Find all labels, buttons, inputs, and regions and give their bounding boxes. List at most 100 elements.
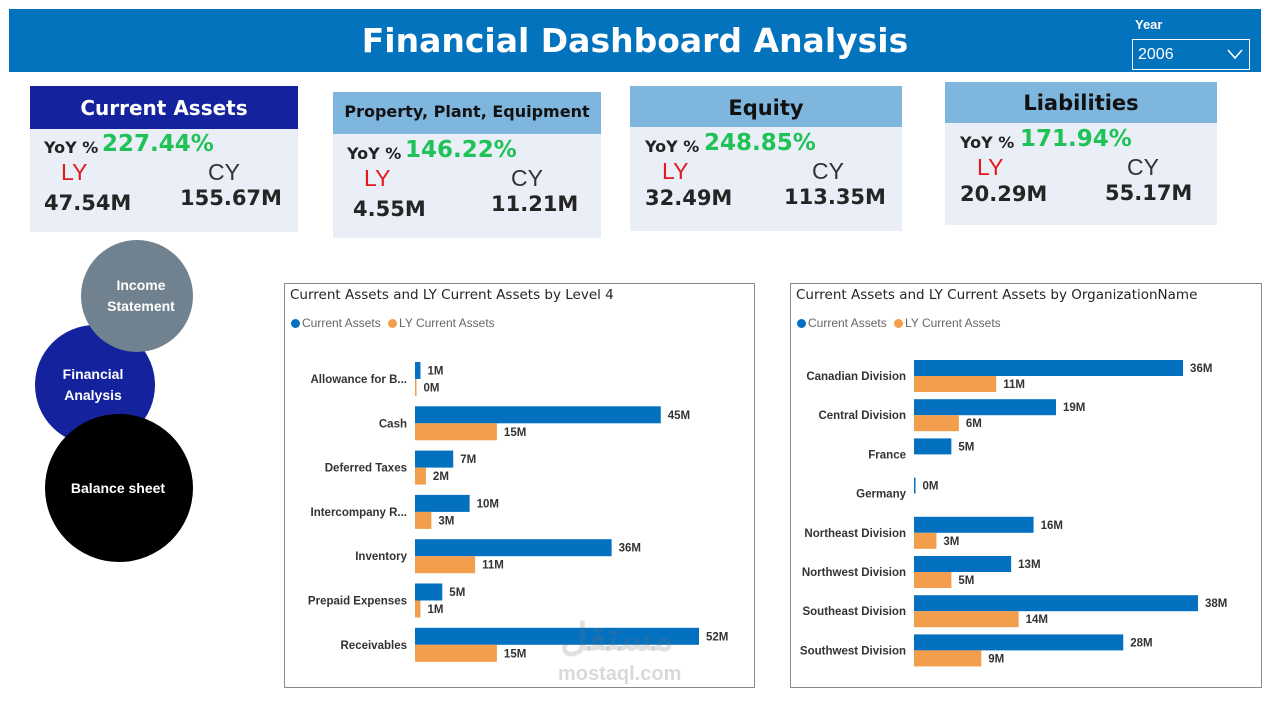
bar-current [415,450,454,468]
year-label: Year [1135,17,1163,32]
category-label: Southeast Division [802,606,906,618]
bar-current [914,477,916,494]
ly-value: 32.49M [645,186,733,210]
cy-label: CY [812,158,844,184]
bar-current [914,360,1184,376]
card-title: Current Assets [30,86,298,129]
bar-current [415,362,421,379]
yoy-value: 227.44% [102,131,214,157]
bar-current [914,438,952,455]
bar-current [415,494,470,512]
yoy-label: YoY % [960,133,1015,152]
nav-income-statement-button[interactable]: Income Statement [81,240,193,352]
yoy-label: YoY % [645,137,700,156]
data-label: 13M [1018,559,1040,571]
bar-current [914,634,1124,651]
chart-legend: Current Assets LY Current Assets [291,316,499,330]
data-label: 15M [504,427,526,439]
card-title: Liabilities [945,82,1217,123]
category-label: Northeast Division [804,528,906,540]
category-label: Allowance for B... [311,374,408,386]
data-label: 19M [1063,402,1085,414]
data-label: 52M [706,631,728,643]
bar-chart-level4: Allowance for B... 1M 0M Cash 45M 15M Deferred… [308,362,728,662]
year-dropdown[interactable]: 2006 [1132,39,1250,70]
data-label: 3M [943,536,959,548]
chart-legend: Current Assets LY Current Assets [797,316,1005,330]
yoy-value: 171.94% [1020,126,1132,152]
chevron-down-icon [1227,49,1243,60]
ly-value: 20.29M [960,182,1048,206]
bar-ly [914,532,937,549]
data-label: 38M [1205,598,1227,610]
nav-label: Financial Analysis [62,366,124,403]
chart-title: Current Assets and LY Current Assets by … [290,287,614,303]
bar-chart-organization: Canadian Division 36M 11M Central Division 1… [800,360,1227,667]
yoy-value: 248.85% [704,130,816,156]
ly-label: LY [364,165,391,191]
nav-label: Income Statement [107,277,175,314]
category-label: France [868,449,906,461]
header-bar: Financial Dashboard Analysis Year 2006 [9,9,1261,72]
data-label: 5M [449,587,465,599]
cy-label: CY [1127,154,1159,180]
data-label: 6M [966,418,982,430]
bar-current [914,516,1034,533]
bar-ly [914,611,1019,628]
cy-label: CY [208,159,240,185]
ly-value: 4.55M [353,197,426,221]
category-label: Southwest Division [800,645,906,657]
ly-label: LY [662,158,689,184]
bar-current [914,399,1056,416]
category-label: Canadian Division [806,371,906,383]
data-label: 11M [1003,379,1025,391]
nav-label: Balance sheet [70,479,166,496]
cy-value: 55.17M [1105,181,1193,205]
category-label: Central Division [818,410,906,422]
card-title: Property, Plant, Equipment [333,92,601,134]
bar-ly [914,415,959,432]
chart-title: Current Assets and LY Current Assets by … [796,287,1198,303]
watermark-logo: مستقل [560,617,674,659]
bar-ly [415,600,421,618]
card-property-plant-equipment: Property, Plant, Equipment YoY % 146.22%… [333,92,601,238]
ly-label: LY [61,159,88,185]
legend-ly: LY Current Assets [388,316,495,330]
card-equity: Equity YoY % 248.85% LY CY 32.49M 113.35… [630,86,902,231]
cy-value: 113.35M [784,185,886,209]
bar-ly [415,467,426,485]
cy-label: CY [511,165,543,191]
bar-ly [914,376,997,392]
data-label: 45M [668,410,690,422]
category-label: Germany [856,489,906,501]
year-value: 2006 [1138,46,1174,63]
yoy-label: YoY % [44,138,99,157]
data-label: 1M [427,366,443,378]
bar-current [415,627,699,645]
data-label: 2M [433,471,449,483]
bar-ly [415,379,417,396]
watermark-site: mostaql.com [558,663,682,685]
category-label: Receivables [341,640,408,652]
category-label: Deferred Taxes [325,463,407,475]
data-label: 0M [923,481,939,493]
category-label: Inventory [355,551,407,563]
bar-ly [914,650,982,667]
category-label: Prepaid Expenses [308,596,407,608]
card-liabilities: Liabilities YoY % 171.94% LY CY 20.29M 5… [945,82,1217,225]
category-label: Cash [379,418,407,430]
data-label: 9M [988,653,1004,665]
data-label: 0M [424,383,440,395]
legend-current: Current Assets [291,316,381,330]
data-label: 1M [427,604,443,616]
legend-current: Current Assets [797,316,887,330]
data-label: 3M [438,515,454,527]
ly-label: LY [977,154,1004,180]
category-label: Intercompany R... [311,507,408,519]
chart-by-organization: Current Assets and LY Current Assets by … [790,283,1262,688]
page-title: Financial Dashboard Analysis [361,21,909,60]
bar-ly [415,423,497,441]
data-label: 7M [460,454,476,466]
nav-balance-sheet-button[interactable]: Balance sheet [45,414,193,562]
